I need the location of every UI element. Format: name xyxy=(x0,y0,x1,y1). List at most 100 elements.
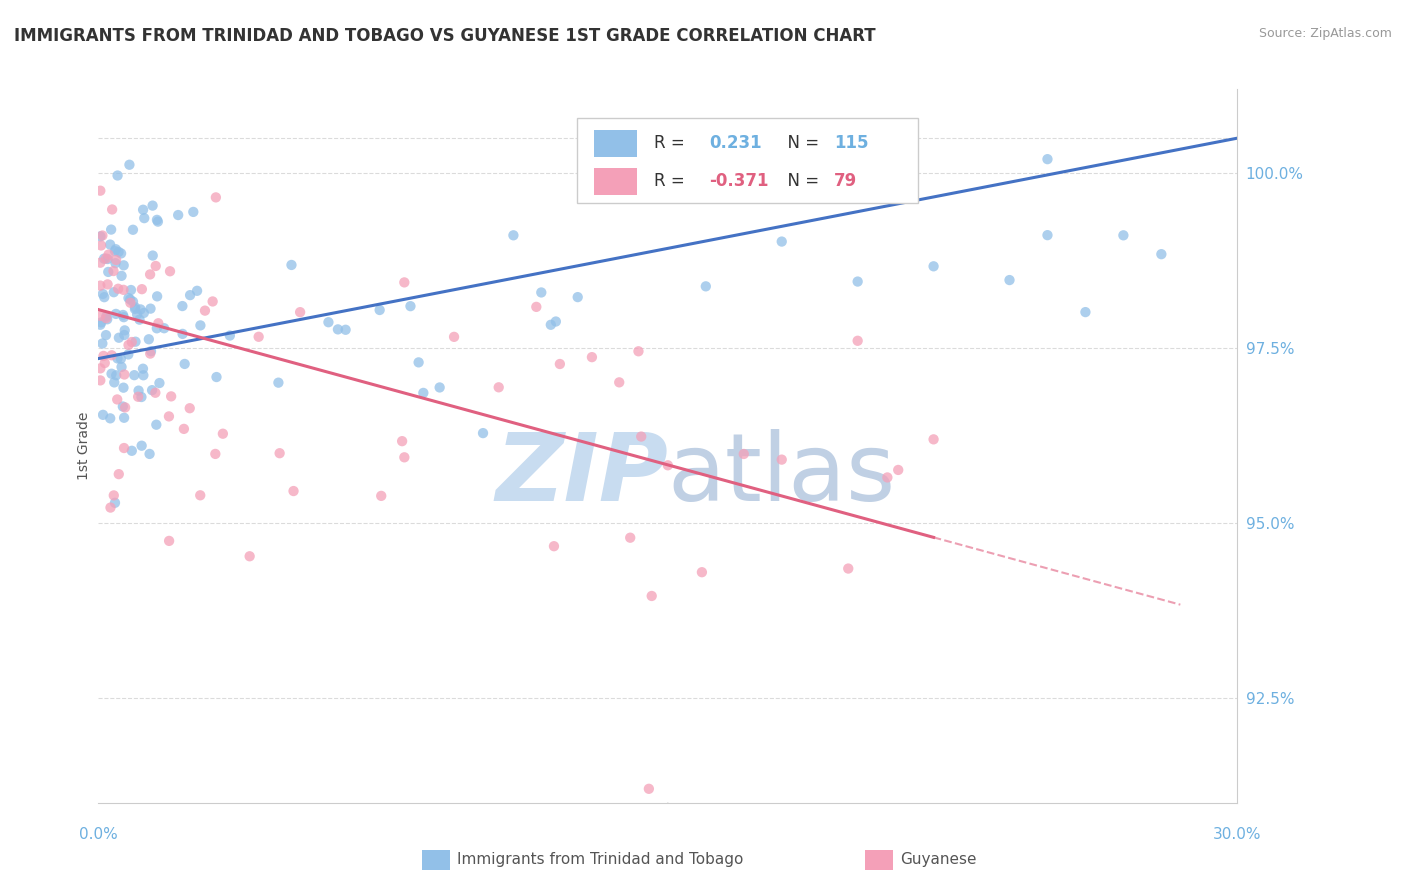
Point xyxy=(127,390,149,404)
Point xyxy=(132,202,155,217)
Point xyxy=(103,285,125,300)
Point xyxy=(394,450,416,465)
Point xyxy=(89,229,111,244)
Point xyxy=(139,268,162,282)
Point xyxy=(112,410,135,425)
Point xyxy=(100,222,122,236)
Point xyxy=(89,373,111,387)
Text: 0.231: 0.231 xyxy=(709,135,762,153)
Point xyxy=(412,385,434,400)
Point xyxy=(153,321,176,335)
Text: R =: R = xyxy=(654,135,690,153)
Point xyxy=(131,439,153,453)
Point xyxy=(117,347,139,361)
Point xyxy=(887,463,910,477)
Text: N =: N = xyxy=(778,172,824,190)
Point xyxy=(104,244,127,258)
Text: IMMIGRANTS FROM TRINIDAD AND TOBAGO VS GUYANESE 1ST GRADE CORRELATION CHART: IMMIGRANTS FROM TRINIDAD AND TOBAGO VS G… xyxy=(14,27,876,45)
Point xyxy=(143,385,166,400)
FancyBboxPatch shape xyxy=(593,130,637,157)
Point xyxy=(117,338,139,352)
Point xyxy=(112,441,135,455)
Point xyxy=(148,316,170,330)
Text: atlas: atlas xyxy=(668,428,896,521)
Point xyxy=(846,334,869,348)
Point xyxy=(112,368,135,382)
Point xyxy=(148,376,170,390)
Point xyxy=(695,279,717,293)
Point xyxy=(619,531,641,545)
Point xyxy=(89,255,111,269)
Point xyxy=(132,306,155,320)
Point xyxy=(733,447,755,461)
Text: Immigrants from Trinidad and Tobago: Immigrants from Trinidad and Tobago xyxy=(457,853,744,867)
Point xyxy=(127,308,149,322)
Text: 79: 79 xyxy=(834,172,858,190)
Point xyxy=(91,336,114,351)
Point xyxy=(267,376,290,390)
Point xyxy=(107,169,129,183)
Point xyxy=(118,158,141,172)
Point xyxy=(107,282,129,296)
Point xyxy=(131,282,153,296)
Text: Source: ZipAtlas.com: Source: ZipAtlas.com xyxy=(1258,27,1392,40)
Point xyxy=(100,500,122,515)
Point xyxy=(876,470,898,484)
Point xyxy=(922,433,945,447)
Bar xyxy=(865,850,893,870)
Point xyxy=(93,349,115,363)
Point xyxy=(96,312,118,326)
Point xyxy=(326,322,349,336)
Point xyxy=(172,326,194,341)
Point xyxy=(89,361,111,376)
Point xyxy=(370,489,392,503)
Point xyxy=(335,323,357,337)
Point xyxy=(121,334,143,349)
Point xyxy=(89,318,111,332)
Point xyxy=(138,332,160,346)
Point xyxy=(218,328,240,343)
Point xyxy=(129,302,152,317)
Point xyxy=(107,351,129,366)
Point xyxy=(139,346,162,360)
Point xyxy=(318,315,340,329)
Point xyxy=(157,533,180,548)
Point xyxy=(124,368,146,383)
Point xyxy=(97,247,120,261)
Point xyxy=(524,300,547,314)
Point xyxy=(90,315,112,329)
Point xyxy=(93,252,115,266)
Point xyxy=(630,429,652,443)
Point xyxy=(124,301,146,316)
Text: R =: R = xyxy=(654,172,690,190)
Text: 0.0%: 0.0% xyxy=(79,827,118,841)
Point xyxy=(540,318,562,332)
Point xyxy=(657,458,679,473)
Point xyxy=(188,488,211,502)
Point xyxy=(96,310,118,324)
Point xyxy=(638,781,661,796)
FancyBboxPatch shape xyxy=(576,118,918,203)
Point xyxy=(89,278,111,293)
Point xyxy=(110,268,132,283)
Point xyxy=(138,447,160,461)
Point xyxy=(145,417,167,432)
Point xyxy=(112,310,135,325)
Point xyxy=(105,392,128,407)
Point xyxy=(142,248,165,262)
Point xyxy=(212,426,235,441)
Point xyxy=(655,186,678,201)
Point xyxy=(117,291,139,305)
Point xyxy=(91,287,114,301)
Point xyxy=(120,293,142,307)
Point xyxy=(922,260,945,274)
Point xyxy=(110,246,132,260)
Point xyxy=(132,368,155,383)
Point xyxy=(269,446,291,460)
Point xyxy=(110,359,132,374)
Point xyxy=(122,294,145,309)
Point xyxy=(114,401,136,415)
Point xyxy=(239,549,262,564)
Point xyxy=(194,303,217,318)
Point xyxy=(101,202,124,217)
